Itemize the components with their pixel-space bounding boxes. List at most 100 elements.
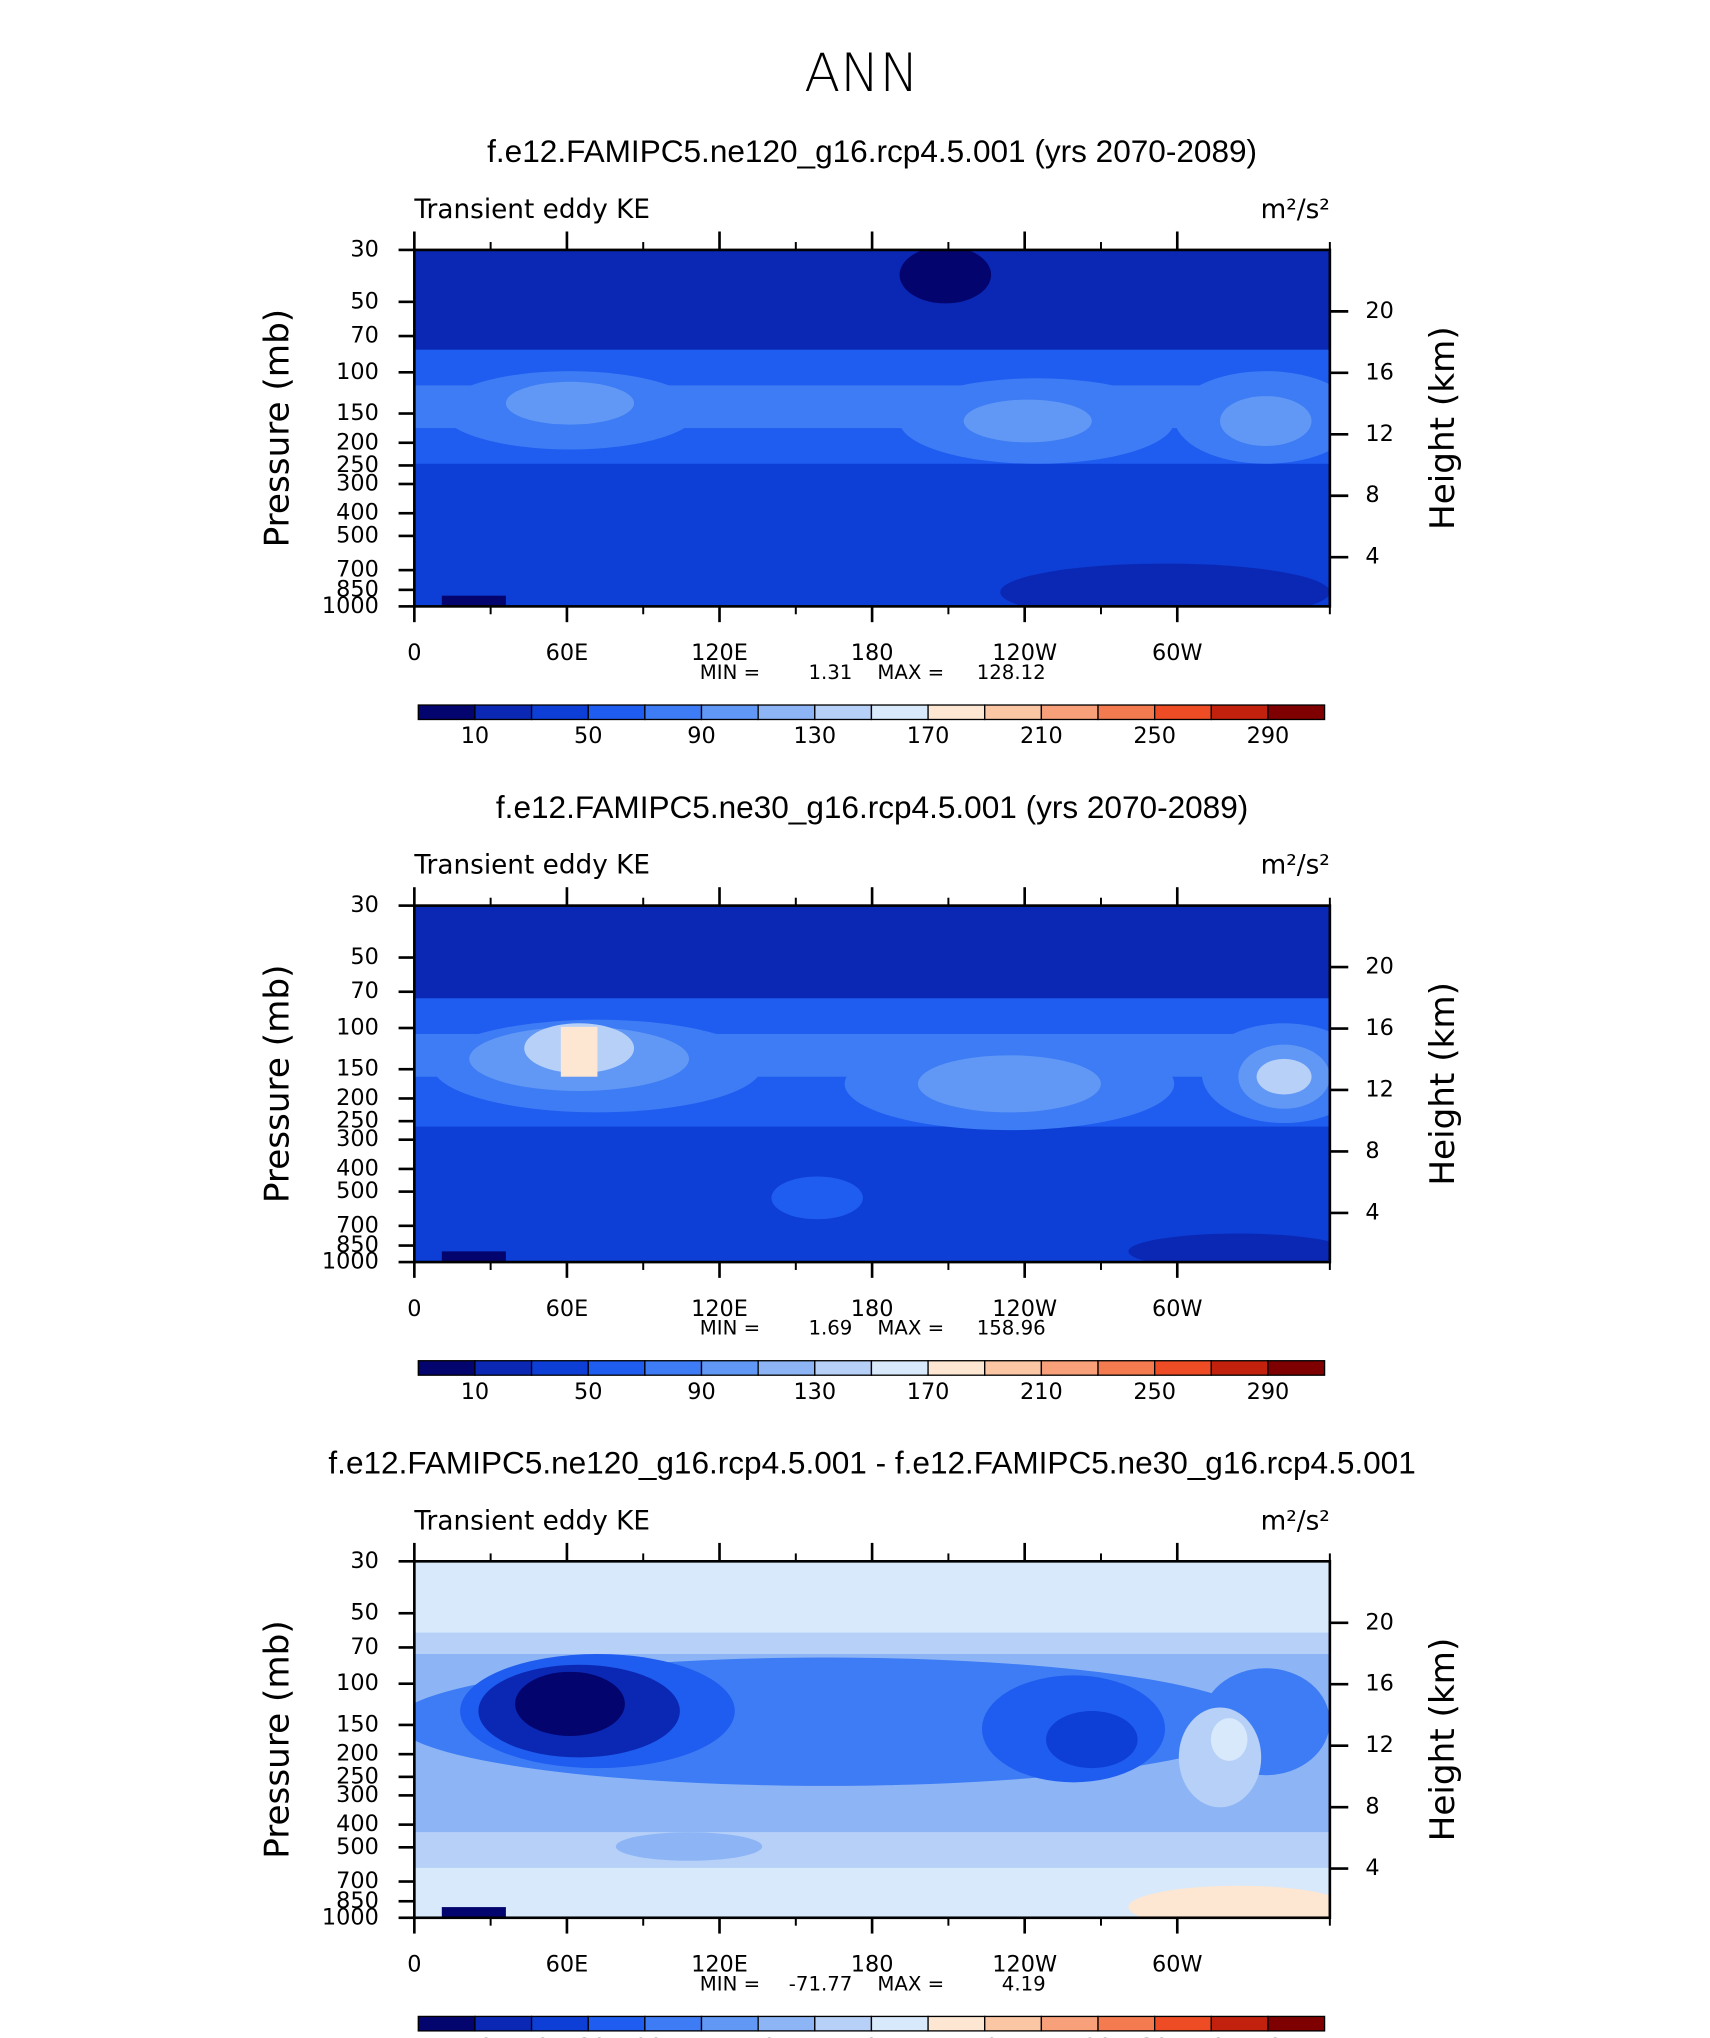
colorbar-box [757, 1360, 816, 1376]
y-tick-label: 250 [336, 1763, 379, 1789]
contour-fill [441, 1251, 506, 1263]
contour-fill [1128, 1885, 1330, 1918]
colorbar-label: 10 [461, 1379, 489, 1405]
colorbar-label: 210 [1020, 723, 1063, 749]
colorbar-label: 5 [921, 2034, 935, 2038]
panel-title: f.e12.FAMIPC5.ne30_g16.rcp4.5.001 (yrs 2… [496, 789, 1248, 825]
y-tick-label: 100 [336, 359, 379, 385]
y-tick-label: 70 [350, 1634, 378, 1660]
colorbar-box [757, 704, 816, 721]
colorbar-box [587, 2015, 646, 2032]
x-tick-label: 120W [992, 1296, 1057, 1322]
y-tick-label: 70 [350, 978, 378, 1004]
colorbar-label: -30 [570, 2034, 607, 2038]
colorbar-label: 40 [1197, 2034, 1225, 2038]
max-label: MAX = [877, 1317, 944, 1340]
x-tick-label: 120W [992, 640, 1057, 666]
colorbar-box [587, 704, 646, 721]
y-tick-label: 500 [336, 1178, 379, 1204]
y-tick-label: 50 [350, 944, 378, 970]
colorbar-label: 15 [1027, 2034, 1055, 2038]
colorbar-box [530, 704, 589, 721]
colorbar-box [474, 1360, 533, 1376]
contour-fill [414, 249, 1330, 350]
y-tick-label: 70 [350, 323, 378, 349]
units-label: m²/s² [1261, 851, 1330, 881]
x-tick-label: 180 [851, 640, 894, 666]
colorbar-box [474, 704, 533, 721]
y-tick-label: 200 [336, 1741, 379, 1767]
contour-fill [1219, 396, 1312, 446]
colorbar-box [417, 1360, 476, 1376]
colorbar-label: 50 [1254, 2034, 1282, 2038]
y-tick-label: 300 [336, 470, 379, 496]
y-tick-label: 250 [336, 1108, 379, 1134]
y-tick-label: 1000 [322, 1904, 379, 1930]
colorbar-label: 290 [1247, 1379, 1290, 1405]
max-label: MAX = [877, 661, 944, 684]
units-label: m²/s² [1261, 195, 1330, 225]
y-tick-label: 400 [336, 1155, 379, 1181]
colorbar-label: 10 [971, 2034, 999, 2038]
x-tick-label: 180 [851, 1296, 894, 1322]
y-tick-label: 200 [336, 429, 379, 455]
y-tick-label: 700 [336, 557, 379, 583]
colorbar-label: 0 [864, 2034, 878, 2038]
min-value: -71.77 [789, 1972, 853, 1995]
colorbar-box [927, 704, 986, 721]
contour-fill [441, 1907, 506, 1918]
colorbar-box [1040, 1360, 1099, 1376]
y-tick-label: 300 [336, 1126, 379, 1152]
y2-tick-label: 12 [1365, 1076, 1393, 1102]
y-axis-label: Pressure (mb) [257, 1620, 297, 1859]
colorbar-box [587, 1360, 646, 1376]
y-tick-label: 100 [336, 1670, 379, 1696]
y-tick-label: 100 [336, 1015, 379, 1041]
colorbar-box [1040, 2015, 1099, 2032]
colorbar-label: 20 [1084, 2034, 1112, 2038]
x-tick-label: 60W [1152, 1952, 1203, 1978]
y2-tick-label: 20 [1365, 954, 1393, 980]
x-tick-label: 120E [691, 1296, 748, 1322]
y2-tick-label: 16 [1365, 1015, 1393, 1041]
y2-tick-label: 20 [1365, 298, 1393, 324]
y-tick-label: 1000 [322, 1249, 379, 1275]
contour-fill [1000, 563, 1330, 607]
colorbar-label: 90 [687, 723, 715, 749]
units-label: m²/s² [1261, 1506, 1330, 1536]
y-tick-label: 500 [336, 522, 379, 548]
min-label: MIN = [700, 1317, 760, 1340]
contour-field [414, 249, 1330, 607]
figure-title: ANN [804, 43, 919, 104]
colorbar-box [870, 2015, 929, 2032]
colorbar-label: 10 [461, 723, 489, 749]
colorbar-box [474, 2015, 533, 2032]
y2-tick-label: 4 [1365, 544, 1379, 570]
contour-fill [515, 1671, 625, 1736]
min-label: MIN = [700, 1972, 760, 1995]
colorbar-box [1154, 704, 1212, 721]
y2-tick-label: 4 [1365, 1199, 1379, 1225]
y2-tick-label: 16 [1365, 359, 1393, 385]
y-tick-label: 850 [336, 1888, 379, 1914]
colorbar-box [1097, 704, 1156, 721]
y-tick-label: 850 [336, 576, 379, 602]
panel-title: f.e12.FAMIPC5.ne120_g16.rcp4.5.001 - f.e… [328, 1445, 1415, 1481]
colorbar-box [700, 704, 759, 721]
panel: f.e12.FAMIPC5.ne120_g16.rcp4.5.001 (yrs … [257, 133, 1462, 749]
colorbar-box [927, 1360, 986, 1376]
y-tick-label: 400 [336, 1811, 379, 1837]
colorbar-box [870, 704, 929, 721]
y-tick-label: 1000 [322, 593, 379, 619]
y-tick-label: 30 [350, 892, 378, 918]
contour-fill [441, 595, 506, 607]
colorbar-label: 290 [1247, 723, 1290, 749]
colorbar-label: 30 [1140, 2034, 1168, 2038]
colorbar-box [700, 1360, 759, 1376]
variable-label: Transient eddy KE [413, 195, 650, 225]
y-tick-label: 50 [350, 1600, 378, 1626]
colorbar-label: -20 [627, 2034, 664, 2038]
y-tick-label: 300 [336, 1782, 379, 1808]
colorbar-box [530, 1360, 589, 1376]
